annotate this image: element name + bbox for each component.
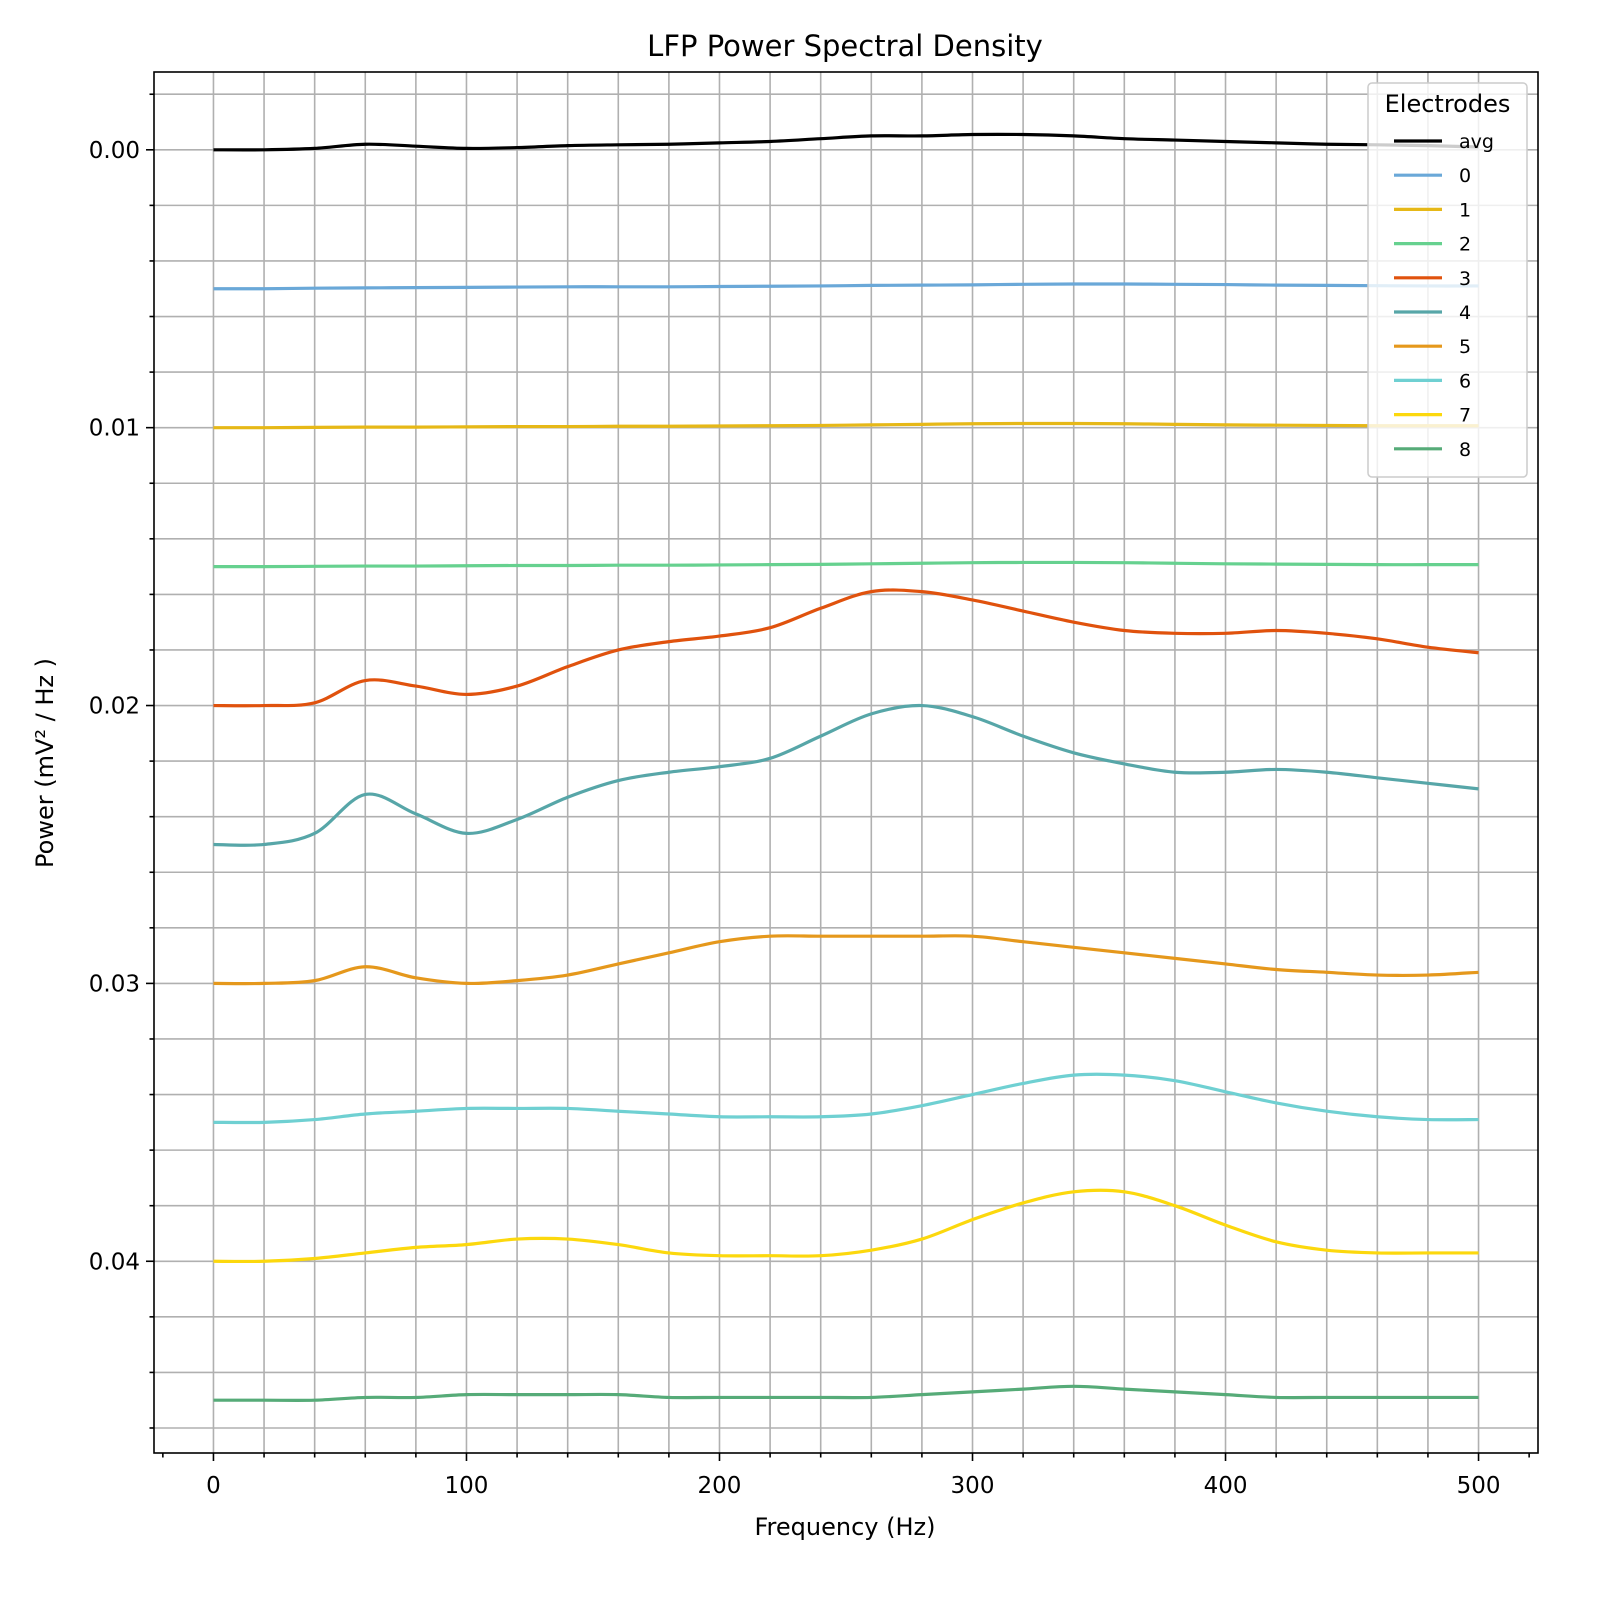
x-tick-label: 0	[206, 1473, 221, 1499]
y-tick-label: 0.02	[89, 694, 140, 720]
legend-label-avg: avg	[1459, 131, 1494, 153]
x-tick-label: 100	[445, 1473, 489, 1499]
series-line-8	[213, 1384, 1479, 1403]
legend: Electrodes avg 0 1 2 3 4 5 6 7 8	[1367, 82, 1528, 478]
x-tick-label: 500	[1457, 1473, 1501, 1499]
x-axis-label: Frequency (Hz)	[755, 1513, 936, 1541]
series-line-3	[213, 588, 1479, 708]
legend-label-2: 2	[1459, 234, 1471, 256]
legend-title: Electrodes	[1385, 90, 1511, 118]
y-axis-label: Power (mV² / Hz )	[31, 658, 59, 868]
y-tick-label: 0.01	[89, 416, 140, 442]
series-line-0	[213, 282, 1479, 291]
legend-label-5: 5	[1459, 336, 1471, 358]
legend-label-3: 3	[1459, 268, 1471, 290]
legend-label-7: 7	[1459, 405, 1471, 427]
series-lines	[213, 132, 1479, 1403]
y-tick-label: 0.00	[89, 138, 140, 164]
series-line-4	[213, 703, 1479, 847]
grid	[154, 72, 1538, 1453]
x-tick-label: 400	[1204, 1473, 1248, 1499]
series-line-5	[213, 934, 1479, 986]
legend-label-4: 4	[1459, 302, 1471, 324]
x-tick-label: 300	[951, 1473, 995, 1499]
axes: 0 100 200 300 400 500 0.00 0.01 0.02 0.03 0.04	[89, 71, 1539, 1499]
y-tick-label: 0.03	[89, 971, 140, 997]
legend-box	[1367, 82, 1528, 478]
series-line-1	[213, 421, 1479, 430]
legend-label-1: 1	[1459, 199, 1471, 221]
x-tick-label: 200	[698, 1473, 742, 1499]
legend-label-0: 0	[1459, 165, 1471, 187]
series-line-avg	[213, 132, 1479, 152]
legend-label-6: 6	[1459, 370, 1471, 392]
series-line-6	[213, 1072, 1479, 1125]
plot-frame	[153, 71, 1539, 1454]
series-line-2	[213, 560, 1479, 569]
chart-title: LFP Power Spectral Density	[647, 29, 1043, 63]
legend-label-8: 8	[1459, 439, 1471, 461]
series-line-7	[213, 1188, 1479, 1264]
y-tick-label: 0.04	[89, 1249, 140, 1275]
